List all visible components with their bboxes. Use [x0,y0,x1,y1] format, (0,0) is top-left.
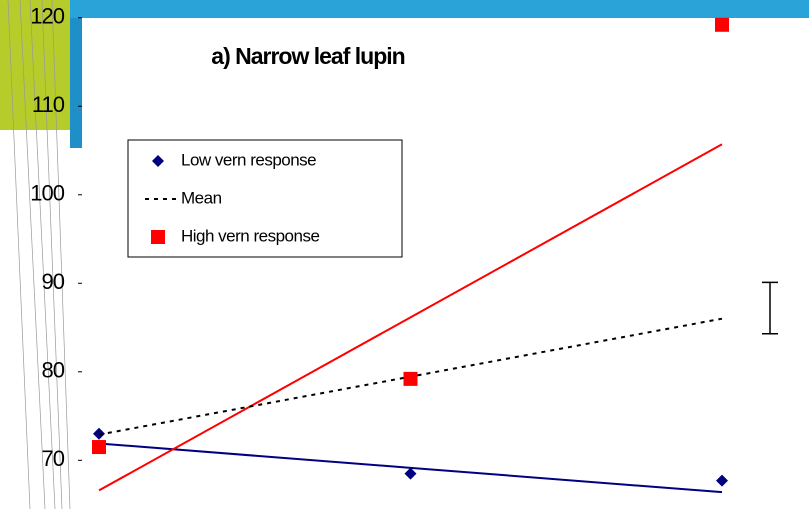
point [715,17,729,32]
legend-label: High vern response [181,226,319,245]
y-tick-label: 80 [42,358,65,383]
legend-marker [151,230,165,244]
blue-block [70,18,85,148]
point [404,467,417,480]
top-band [0,0,809,18]
plot-area [82,18,809,509]
legend-label: Low vern response [181,150,316,169]
y-tick-label: 90 [42,269,65,294]
point [403,371,418,386]
point [716,474,728,487]
point [92,440,106,455]
y-tick-label: 120 [30,4,64,29]
chart-title: a) Narrow leaf lupin [211,43,404,69]
y-tick-label: 100 [30,181,64,206]
y-tick-label: 70 [42,446,65,471]
legend: Low vern response Mean High vern response [127,139,403,258]
error-bar [762,281,778,335]
slide-lines [7,0,71,509]
legend-marker [152,155,164,167]
y-tick-label: 110 [32,92,65,117]
trendline [98,143,723,492]
legend-label: Mean [181,188,222,207]
